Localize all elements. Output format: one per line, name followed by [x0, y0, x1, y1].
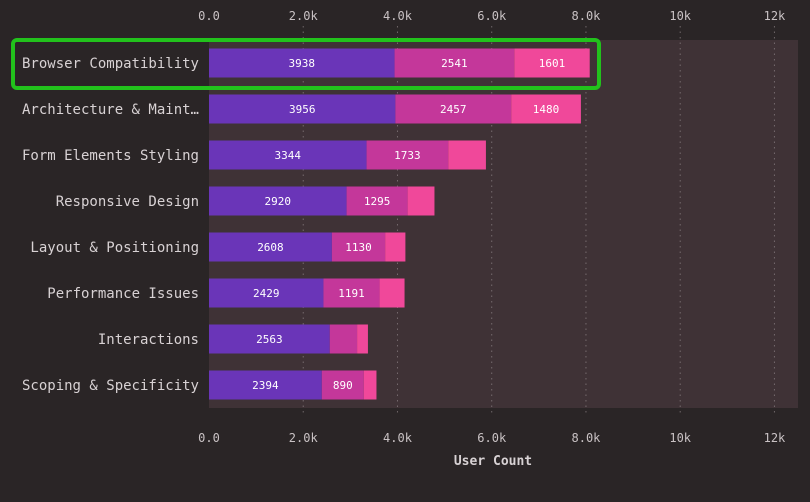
- bar-segment: [321, 370, 364, 400]
- x-tick-label-top: 6.0k: [477, 9, 507, 23]
- bar-value-label: 3938: [289, 57, 316, 70]
- bar-segment: [385, 232, 406, 262]
- x-tick-label-bottom: 6.0k: [477, 431, 507, 445]
- bar-value-label: 2429: [253, 287, 280, 300]
- bar-segment: [209, 140, 367, 170]
- bar-value-label: 1480: [533, 103, 560, 116]
- bar-value-label: 2541: [441, 57, 468, 70]
- x-tick-label-bottom: 12k: [764, 431, 786, 445]
- category-label: Interactions: [98, 332, 199, 348]
- bar-value-label: 2608: [257, 241, 284, 254]
- bar-segment: [329, 324, 358, 354]
- x-tick-label-bottom: 10k: [669, 431, 691, 445]
- category-label: Scoping & Specificity: [22, 378, 199, 394]
- bar-segment: [448, 140, 486, 170]
- bar-value-label: 1295: [364, 195, 391, 208]
- bar-value-label: 3956: [289, 103, 316, 116]
- x-tick-label-top: 4.0k: [383, 9, 413, 23]
- x-tick-label-bottom: 8.0k: [572, 431, 602, 445]
- category-label: Layout & Positioning: [30, 240, 199, 256]
- x-tick-label-top: 2.0k: [289, 9, 319, 23]
- x-tick-label-bottom: 4.0k: [383, 431, 413, 445]
- bar-value-label: 1601: [539, 57, 566, 70]
- bar-segment: [209, 278, 324, 308]
- bar-value-label: 2563: [256, 333, 283, 346]
- bar-segment: [363, 370, 377, 400]
- x-tick-label-top: 0.0: [198, 9, 220, 23]
- bar-value-label: 2920: [265, 195, 292, 208]
- bar-value-label: 1191: [338, 287, 365, 300]
- bar-segment: [209, 48, 395, 78]
- bar-segment: [357, 324, 368, 354]
- x-tick-label-bottom: 2.0k: [289, 431, 319, 445]
- bar-segment: [209, 370, 322, 400]
- bar-value-label: 1130: [345, 241, 372, 254]
- bar-segment: [379, 278, 405, 308]
- bar-segment: [514, 48, 590, 78]
- bar-segment: [394, 48, 515, 78]
- bar-segment: [511, 94, 581, 124]
- x-tick-label-bottom: 0.0: [198, 431, 220, 445]
- bar-value-label: 2457: [440, 103, 467, 116]
- highlight-box: [11, 38, 601, 90]
- category-label: Form Elements Styling: [22, 148, 199, 164]
- bar-segment: [395, 94, 512, 124]
- bar-segment: [209, 324, 330, 354]
- category-label: Browser Compatibility: [22, 56, 199, 72]
- category-label: Responsive Design: [56, 194, 199, 210]
- bar-value-label: 1733: [394, 149, 421, 162]
- bar-value-label: 890: [333, 379, 353, 392]
- bar-value-label: 2394: [252, 379, 279, 392]
- category-label: Architecture & Maint…: [22, 102, 199, 118]
- bar-segment: [407, 186, 435, 216]
- bar-segment: [331, 232, 386, 262]
- bar-segment: [209, 94, 396, 124]
- bar-segment: [209, 186, 347, 216]
- category-label: Performance Issues: [47, 286, 199, 302]
- bar-segment: [323, 278, 380, 308]
- bar-value-label: 3344: [275, 149, 302, 162]
- bar-segment: [346, 186, 408, 216]
- x-tick-label-top: 10k: [669, 9, 691, 23]
- x-tick-label-top: 8.0k: [572, 9, 602, 23]
- bar-segment: [366, 140, 449, 170]
- x-tick-label-top: 12k: [764, 9, 786, 23]
- x-axis-title: User Count: [454, 454, 532, 469]
- bar-segment: [209, 232, 332, 262]
